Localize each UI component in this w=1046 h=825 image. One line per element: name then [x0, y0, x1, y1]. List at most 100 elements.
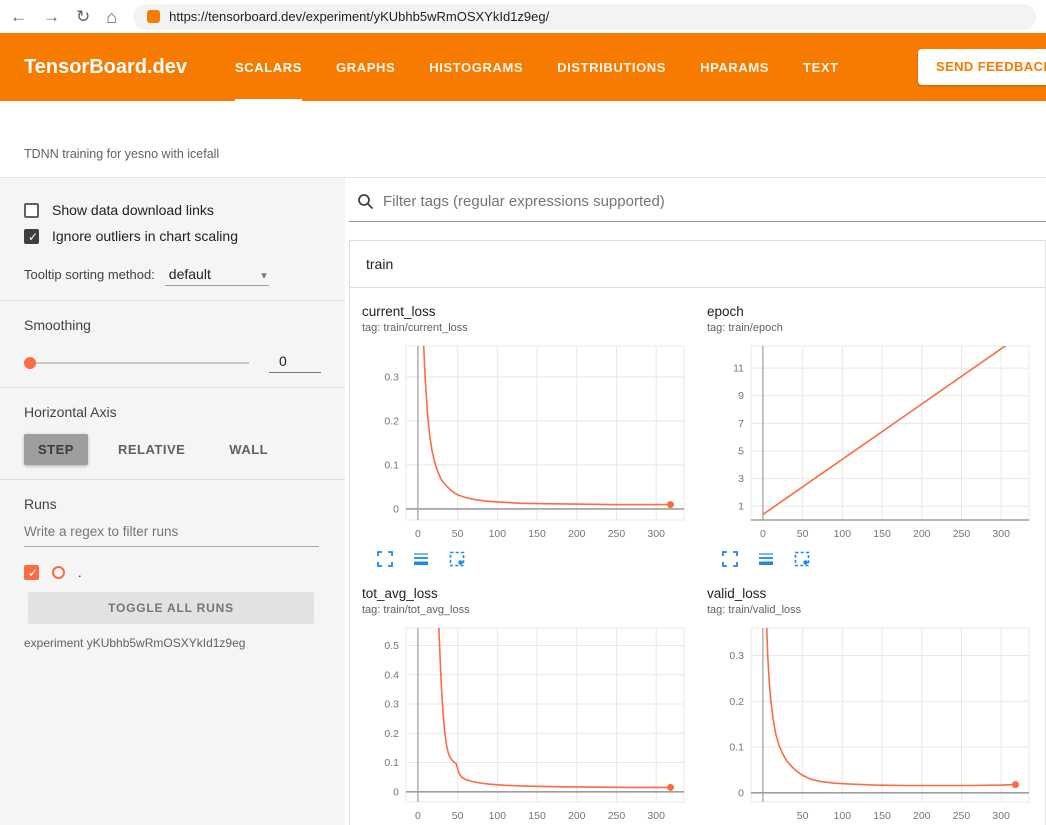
svg-text:0: 0 — [738, 787, 744, 799]
toggle-all-runs-button[interactable]: TOGGLE ALL RUNS — [28, 592, 314, 624]
svg-text:150: 150 — [528, 528, 546, 540]
svg-text:300: 300 — [992, 810, 1010, 822]
chart-tag: tag: train/valid_loss — [707, 604, 802, 616]
tensorboard-favicon-icon — [147, 10, 161, 23]
svg-text:1: 1 — [738, 501, 744, 513]
horizontal-axis-label: Horizontal Axis — [24, 404, 117, 420]
search-icon — [358, 194, 374, 210]
sidebar-divider — [0, 479, 345, 480]
svg-text:150: 150 — [873, 528, 891, 540]
runs-label: Runs — [24, 496, 57, 512]
tab-histograms[interactable]: HISTOGRAMS — [429, 59, 524, 75]
app-logo: TensorBoard.dev — [24, 55, 187, 78]
line-chart-valid-loss[interactable]: 50 100 150 200 250 300 0 0.1 0.2 0.3 — [707, 622, 1037, 825]
svg-text:200: 200 — [568, 810, 586, 822]
svg-text:0.3: 0.3 — [384, 371, 399, 383]
chart-card-epoch: epoch tag: train/epoch 0 50 100 150 200 250 30… — [707, 304, 1046, 568]
chart-tag: tag: train/current_loss — [362, 322, 468, 334]
tab-hparams[interactable]: HPARAMS — [700, 59, 770, 75]
chart-title: epoch — [707, 304, 744, 319]
relative-axis-button[interactable]: RELATIVE — [117, 442, 186, 457]
charts-grid: current_loss tag: train/current_loss 0 50… — [350, 288, 1045, 825]
smoothing-value[interactable]: 0 — [269, 353, 321, 373]
svg-text:0: 0 — [760, 528, 766, 540]
chart-card-valid-loss: valid_loss tag: train/valid_loss 50 100 15… — [707, 586, 1046, 825]
svg-text:3: 3 — [738, 473, 744, 485]
svg-text:150: 150 — [528, 810, 546, 822]
slider-handle[interactable] — [24, 357, 36, 369]
sidebar-divider — [0, 300, 345, 301]
settings-sidebar: Show data download links Ignore outliers… — [0, 178, 345, 825]
tooltip-sort-label: Tooltip sorting method: — [24, 267, 155, 282]
run-name: . — [78, 565, 82, 580]
svg-text:0.1: 0.1 — [729, 742, 744, 754]
svg-text:9: 9 — [738, 390, 744, 402]
fit-domain-icon[interactable] — [793, 550, 811, 568]
reload-button[interactable] — [76, 8, 90, 25]
tab-scalars[interactable]: SCALARS — [235, 33, 303, 101]
svg-text:100: 100 — [834, 528, 852, 540]
svg-text:200: 200 — [568, 528, 586, 540]
chart-title: valid_loss — [707, 586, 767, 601]
svg-text:50: 50 — [797, 810, 809, 822]
run-color-icon — [52, 566, 65, 579]
filter-tags-input[interactable] — [383, 193, 1046, 210]
sidebar-divider — [0, 387, 345, 388]
chart-tag: tag: train/tot_avg_loss — [362, 604, 470, 616]
address-bar[interactable]: https://tensorboard.dev/experiment/yKUbh… — [133, 3, 1036, 30]
svg-text:0.5: 0.5 — [384, 640, 399, 652]
fit-domain-icon[interactable] — [448, 550, 466, 568]
tab-distributions[interactable]: DISTRIBUTIONS — [557, 59, 667, 75]
send-feedback-button[interactable]: SEND FEEDBACK — [918, 49, 1046, 85]
svg-text:0.2: 0.2 — [384, 415, 399, 427]
chart-title: current_loss — [362, 304, 436, 319]
app-header: TensorBoard.dev SCALARS GRAPHS HISTOGRAM… — [0, 33, 1046, 101]
svg-text:50: 50 — [797, 528, 809, 540]
chart-toolbar — [707, 550, 1046, 568]
top-nav: SCALARS GRAPHS HISTOGRAMS DISTRIBUTIONS … — [235, 33, 839, 101]
svg-text:0.1: 0.1 — [384, 757, 399, 769]
chart-toolbar — [362, 550, 707, 568]
svg-text:300: 300 — [647, 810, 665, 822]
svg-text:0: 0 — [415, 528, 421, 540]
experiment-title: TDNN training for yesno with icefall — [24, 147, 220, 161]
svg-text:200: 200 — [913, 528, 931, 540]
svg-text:5: 5 — [738, 445, 744, 457]
svg-text:0: 0 — [415, 810, 421, 822]
svg-text:0.3: 0.3 — [729, 650, 744, 662]
line-chart-current-loss[interactable]: 0 50 100 150 200 250 300 0 0.1 0.2 0.3 — [362, 340, 692, 546]
home-button[interactable] — [106, 8, 117, 26]
smoothing-label: Smoothing — [24, 317, 91, 333]
experiment-subtitle-bar: TDNN training for yesno with icefall — [0, 101, 1046, 178]
run-checkbox[interactable] — [24, 565, 39, 580]
log-scale-toggle-icon[interactable] — [757, 550, 775, 568]
svg-text:0.1: 0.1 — [384, 459, 399, 471]
svg-text:200: 200 — [913, 810, 931, 822]
log-scale-toggle-icon[interactable] — [412, 550, 430, 568]
ignore-outliers-checkbox[interactable] — [24, 228, 39, 244]
step-axis-button[interactable]: STEP — [24, 434, 88, 465]
line-chart-epoch[interactable]: 0 50 100 150 200 250 300 1 3 5 7 9 11 — [707, 340, 1037, 546]
runs-filter-input[interactable] — [24, 524, 319, 547]
svg-text:100: 100 — [489, 810, 507, 822]
tab-text[interactable]: TEXT — [803, 59, 839, 75]
svg-text:100: 100 — [489, 528, 507, 540]
train-group-header[interactable]: train — [350, 241, 1045, 288]
back-button[interactable] — [10, 8, 27, 25]
tab-graphs[interactable]: GRAPHS — [336, 59, 396, 75]
tooltip-sort-value: default — [168, 266, 211, 282]
forward-button[interactable] — [43, 8, 60, 25]
svg-text:250: 250 — [608, 810, 626, 822]
line-chart-tot-avg-loss[interactable]: 0 50 100 150 200 250 300 0 0.1 0.2 0.3 0.4 0.5 — [362, 622, 692, 825]
svg-text:250: 250 — [953, 528, 971, 540]
svg-text:0.2: 0.2 — [729, 696, 744, 708]
wall-axis-button[interactable]: WALL — [229, 442, 269, 457]
svg-text:250: 250 — [608, 528, 626, 540]
show-download-links-checkbox[interactable] — [24, 202, 39, 218]
expand-chart-icon[interactable] — [376, 550, 394, 568]
expand-chart-icon[interactable] — [721, 550, 739, 568]
tooltip-sort-dropdown[interactable]: default — [164, 264, 269, 286]
svg-text:0.2: 0.2 — [384, 728, 399, 740]
svg-text:50: 50 — [452, 528, 464, 540]
smoothing-slider[interactable] — [24, 357, 249, 369]
